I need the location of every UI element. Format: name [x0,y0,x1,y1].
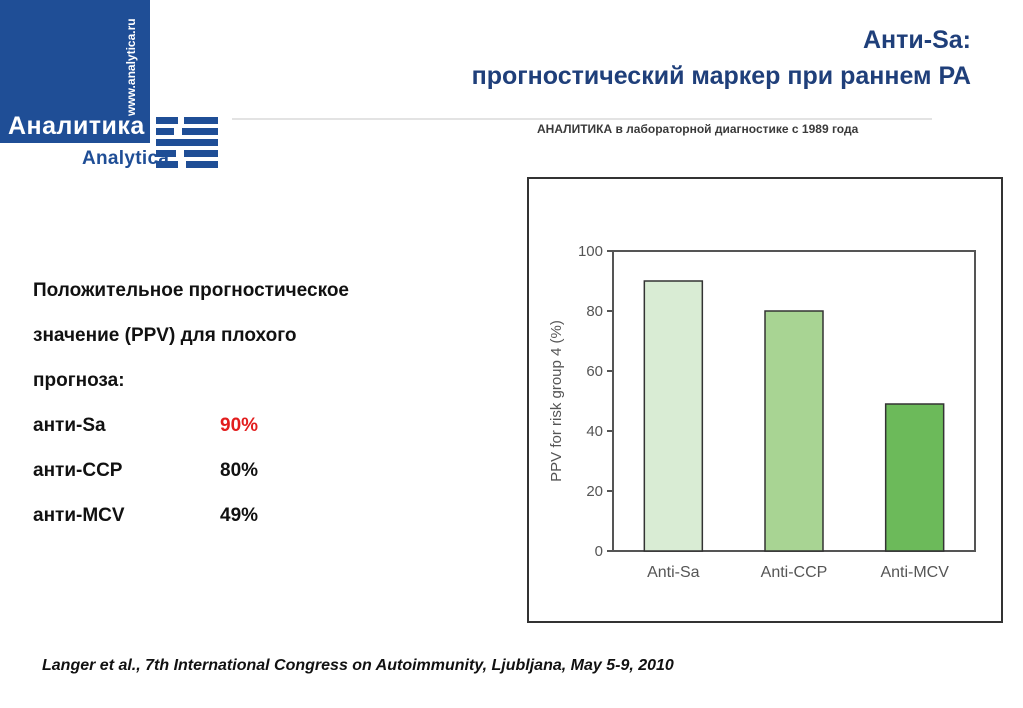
x-tick-label: Anti-CCP [761,564,828,581]
y-tick-label: 100 [578,243,603,260]
chart-frame: 0 20 40 60 80 100 Anti-Sa Anti-CCP Anti-MCV PPV f… [527,177,1003,623]
marker-name: анти-Sa [33,415,106,436]
y-tick-label: 60 [586,363,603,380]
bar-anti-mcv [884,403,945,552]
x-tick-label: Anti-Sa [647,564,700,581]
y-tick-label: 40 [586,423,603,440]
y-tick-label: 80 [586,303,603,320]
citation: Langer et al., 7th International Congres… [42,657,674,674]
y-axis-label: PPV for risk group 4 (%) [548,320,565,482]
title-line-1: Анти-Sa: [863,26,971,54]
header-divider [232,118,932,120]
marker-row-anti-mcv: анти-MCV 49% [33,493,349,538]
y-tick-label: 0 [595,543,603,560]
x-tick-label: Anti-MCV [880,564,949,581]
marker-value: 80% [220,460,259,481]
marker-value: 49% [220,505,259,526]
ppv-summary: Положительное прогностическое значение (… [33,268,349,538]
y-tick-label: 20 [586,483,603,500]
slide-title: Анти-Sa: прогностический маркер при ранн… [472,22,971,94]
logo-name-en: Analytica [82,148,170,169]
marker-value: 90% [220,415,259,436]
marker-row-anti-ccp: анти-CCP 80% [33,448,349,493]
bar-anti-sa [643,280,704,552]
logo-name-ru: Аналитика [8,112,145,140]
summary-line: Положительное прогностическое [33,280,349,301]
summary-line: прогноза: [33,370,125,391]
tagline: АНАЛИТИКА в лабораторной диагностике с 1… [537,122,859,136]
bar-chart: 0 20 40 60 80 100 Anti-Sa Anti-CCP Anti-MCV PPV f… [548,243,976,581]
logo-block: www.analytica.ru Аналитика [0,0,150,143]
logo-stripes-icon [156,117,218,168]
title-line-2: прогностический маркер при раннем РА [471,62,971,90]
summary-line: значение (PPV) для плохого [33,325,297,346]
marker-name: анти-CCP [33,460,123,481]
marker-row-anti-sa: анти-Sa 90% [33,403,349,448]
marker-name: анти-MCV [33,505,125,526]
logo-url: www.analytica.ru [124,18,138,116]
bar-anti-ccp [764,310,824,552]
